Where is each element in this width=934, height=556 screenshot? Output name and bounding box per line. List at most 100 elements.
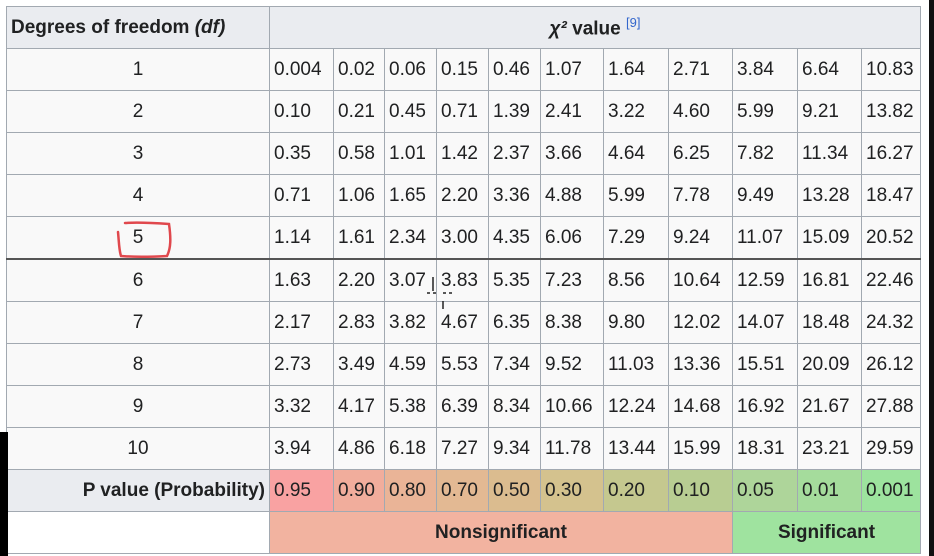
table-row: 9 3.32 4.17 5.38 6.39 8.34 10.66 12.24 14.68 16.9… [6,385,921,428]
chi-value-cell: 7.34 [488,343,541,386]
chi-value-cell: 5.53 [436,343,489,386]
chi-value-cell: 7.29 [603,216,669,260]
chi-value-cell: 11.07 [732,216,798,260]
chi-value-cell: 21.67 [797,385,862,428]
chi-value-cell: 0.004 [269,48,334,91]
chi-value-cell: 4.35 [488,216,541,260]
reference-link[interactable]: [9] [626,14,641,30]
significance-row: Nonsignificant Significant [6,511,921,554]
chi-value-cell: 2.34 [384,216,437,260]
chi-value-cell: 1.07 [540,48,604,91]
chi-value-cell: 4.17 [333,385,385,428]
chi-value-cell: 1.64 [603,48,669,91]
chi-value-cell: 4.67 [436,301,489,344]
chi-value-cell: 7.23 [540,258,604,302]
chi-value-cell: 10.64 [668,258,733,302]
chi-symbol: χ² [549,18,567,40]
chi-value-cell: 7.82 [732,132,798,175]
chi-value-cell: 16.81 [797,258,862,302]
chi-value-cell: 2.20 [436,174,489,217]
chi-value-cell: 0.71 [436,90,489,133]
p-value-cell: 0.70 [436,469,489,512]
p-value-cell: 0.30 [540,469,604,512]
chi-value-cell: 3.07 [384,258,437,302]
chi-value-cell: 5.35 [488,258,541,302]
chi-value-cell: 15.99 [668,427,733,470]
handwritten-highlight-box [116,221,172,258]
significant-band: Significant [732,511,921,554]
chi-value-cell: 3.84 [732,48,798,91]
table-row: 5 1.14 1.61 2.34 3.00 4.35 6.06 7.29 9.24 11.07 15… [6,216,921,260]
chi-value-cell: 16.92 [732,385,798,428]
chi-value-cell: 6.35 [488,301,541,344]
chi-value-cell: 3.94 [269,427,334,470]
table-row: 1 0.004 0.02 0.06 0.15 0.46 1.07 1.64 2.71 3.84 6.… [6,48,921,91]
chi-header-label: value [572,18,621,40]
chi-value-cell: 0.06 [384,48,437,91]
chi-value-cell: 13.44 [603,427,669,470]
chi-value-cell: 0.58 [333,132,385,175]
chi-value-cell: 5.38 [384,385,437,428]
chi-value-cell: 11.03 [603,343,669,386]
chi-value-cell: 18.48 [797,301,862,344]
chi-value-cell: 22.46 [861,258,921,302]
p-value-cell: 0.20 [603,469,669,512]
chi-value-cell: 1.06 [333,174,385,217]
df-cell: 10 [6,427,270,470]
chi-value-cell: 20.52 [861,216,921,260]
chi-value-cell: 1.42 [436,132,489,175]
chi-value-cell: 1.61 [333,216,385,260]
chi-value-cell: 0.21 [333,90,385,133]
chi-value-cell: 9.49 [732,174,798,217]
df-cell: 8 [6,343,270,386]
df-cell: 6 [6,258,270,302]
chi-value-cell: 15.09 [797,216,862,260]
chi-value-cell: 13.36 [668,343,733,386]
chi-value-cell: 9.52 [540,343,604,386]
chi-value-cell: 0.10 [269,90,334,133]
df-cell: 4 [6,174,270,217]
table-row: 7 2.17 2.83 3.82 4.67 6.35 8.38 9.80 12.02 14.07 1… [6,301,921,344]
p-value-cell: 0.10 [668,469,733,512]
chi-value-cell: 14.68 [668,385,733,428]
chi-value-cell: 8.38 [540,301,604,344]
chi-value-cell: 23.21 [797,427,862,470]
chi-value-cell: 0.71 [269,174,334,217]
chi-value-cell: 14.07 [732,301,798,344]
chi-value-cell: 20.09 [797,343,862,386]
chi-value-cell: 9.34 [488,427,541,470]
chi-value-cell: 10.66 [540,385,604,428]
p-value-cell: 0.95 [269,469,334,512]
chi-value-cell: 29.59 [861,427,921,470]
chi-square-table: Degrees of freedom (df) χ² value [9] 1 0.… [6,6,921,554]
chi-value-cell: 4.64 [603,132,669,175]
window-edge-right [929,0,934,556]
p-value-cell: 0.80 [384,469,437,512]
table-row: 8 2.73 3.49 4.59 5.53 7.34 9.52 11.03 13.36 15.51… [6,343,921,386]
chi-value-cell: 9.24 [668,216,733,260]
chi-value-cell: 1.63 [269,258,334,302]
table-row: 6 1.63 2.20 3.07 3.83 5.35 7.23 8.56 10.64 12.59 1… [6,258,921,302]
p-value-cell: 0.001 [861,469,921,512]
chi-value-cell: 27.88 [861,385,921,428]
chi-value-cell: 4.60 [668,90,733,133]
chi-value-cell: 4.88 [540,174,604,217]
chi-value-header: χ² value [9] [269,6,921,49]
chi-value-cell: 18.31 [732,427,798,470]
df-column-header: Degrees of freedom (df) [6,6,270,49]
p-value-cell: 0.01 [797,469,862,512]
chi-value-cell: 8.34 [488,385,541,428]
chi-value-cell: 26.12 [861,343,921,386]
chi-value-cell: 12.59 [732,258,798,302]
p-value-label: P value (Probability) [6,469,270,512]
df-cell: 7 [6,301,270,344]
window-edge-left [0,432,8,556]
table-row: 4 0.71 1.06 1.65 2.20 3.36 4.88 5.99 7.78 9.49 13.… [6,174,921,217]
p-value-cell: 0.90 [333,469,385,512]
chi-value-cell: 18.47 [861,174,921,217]
nonsignificant-band: Nonsignificant [269,511,733,554]
p-value-cell: 0.05 [732,469,798,512]
chi-value-cell: 6.18 [384,427,437,470]
chi-value-cell: 13.82 [861,90,921,133]
